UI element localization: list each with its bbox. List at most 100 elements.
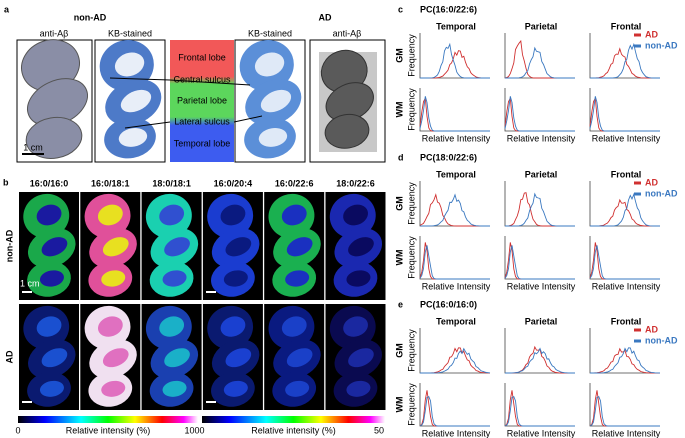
brain-image — [23, 193, 76, 297]
white-matter — [286, 237, 313, 257]
white-matter — [223, 270, 248, 287]
brain-image — [239, 39, 302, 159]
row-label: WM — [394, 102, 404, 118]
white-matter — [220, 204, 246, 226]
ad-curve — [419, 193, 490, 227]
column-label: 16:0/22:6 — [275, 178, 314, 188]
non-ad-curve — [504, 245, 575, 280]
brain-image — [145, 193, 199, 297]
ad-curve — [589, 242, 660, 280]
white-matter — [286, 348, 313, 368]
column-label: 16:0/16:0 — [30, 178, 69, 188]
white-matter — [225, 348, 252, 368]
group-title: AD — [319, 12, 332, 22]
panel-label: d — [398, 152, 404, 162]
brain-slab — [324, 113, 370, 149]
column-label: 16:0/18:1 — [91, 178, 130, 188]
white-matter — [102, 348, 129, 368]
region-label: Frontal — [611, 21, 642, 31]
white-matter — [260, 89, 292, 113]
white-matter — [97, 204, 123, 226]
brain-image — [268, 305, 321, 407]
lobe-label: Parietal lobe — [177, 95, 227, 105]
row-label: non-AD — [4, 229, 14, 262]
colorbar — [18, 416, 198, 423]
region-label: Parietal — [525, 316, 558, 326]
ad-curve — [504, 242, 575, 280]
brain-slab — [25, 116, 83, 159]
row-label: WM — [394, 397, 404, 413]
group-title: non-AD — [74, 12, 107, 22]
axis-label: Relative Intensity — [592, 133, 661, 143]
pointer-arrow — [169, 79, 251, 86]
white-matter — [162, 270, 187, 287]
axis-label: Relative Intensity — [592, 428, 661, 438]
lobe-label: Central sulcus — [173, 74, 231, 84]
non-ad-curve — [419, 245, 490, 280]
white-matter — [223, 380, 248, 397]
non-ad-curve — [589, 245, 660, 280]
colorbar-min: 0 — [15, 425, 20, 435]
row-label: AD — [4, 350, 14, 363]
panel-label: b — [3, 177, 9, 187]
white-matter — [348, 348, 374, 368]
region-label: Temporal — [436, 21, 476, 31]
white-matter — [39, 270, 64, 287]
colorbar-min: 0 — [199, 425, 204, 435]
region-label: Temporal — [436, 316, 476, 326]
panel-label: a — [4, 4, 10, 14]
axis-label: Frequency — [406, 182, 416, 225]
legend-label: AD — [645, 324, 658, 334]
legend-label: non-AD — [645, 188, 678, 198]
colorbar-label: Relative intensity (%) — [66, 425, 151, 435]
image-label: KB-stained — [108, 28, 152, 38]
colorbar-max: 100 — [184, 425, 199, 435]
axis-label: Frequency — [406, 329, 416, 372]
lobe-label: Temporal lobe — [174, 138, 231, 148]
white-matter — [162, 380, 187, 397]
white-matter — [258, 128, 288, 147]
axis-label: Frequency — [406, 34, 416, 77]
row-label: GM — [394, 196, 404, 211]
region-label: Temporal — [436, 169, 476, 179]
white-matter — [97, 316, 123, 337]
ad-curve — [505, 192, 575, 227]
region-label: Frontal — [611, 316, 642, 326]
ad-curve — [419, 242, 490, 280]
non-ad-curve — [590, 42, 660, 79]
axis-label: Relative Intensity — [422, 428, 491, 438]
legend-label: AD — [645, 29, 658, 39]
axis-label: Relative Intensity — [507, 428, 576, 438]
brain-image — [84, 193, 137, 297]
panel-title: PC(16:0/22:6) — [420, 4, 477, 14]
lobe-label: Frontal lobe — [178, 52, 226, 62]
region-label: Parietal — [525, 21, 558, 31]
white-matter — [101, 270, 126, 287]
scale-label: 1 cm — [23, 142, 43, 152]
plot-frame — [504, 236, 575, 280]
axis-label: Frequency — [406, 383, 416, 426]
white-matter — [39, 380, 64, 397]
white-matter — [164, 237, 190, 257]
non-ad-curve — [420, 347, 491, 374]
non-ad-curve — [590, 193, 660, 227]
panel-label: e — [398, 299, 403, 309]
white-matter — [343, 316, 368, 337]
white-matter — [346, 380, 371, 397]
brain-image — [84, 305, 137, 407]
white-matter — [114, 52, 145, 77]
non-ad-curve — [590, 347, 661, 374]
axis-label: Relative Intensity — [507, 133, 576, 143]
non-ad-curve — [420, 193, 490, 227]
legend-label: non-AD — [645, 40, 678, 50]
ad-curve — [505, 345, 575, 374]
white-matter — [254, 52, 285, 77]
colorbar-label: Relative intensity (%) — [251, 425, 336, 435]
panel-title: PC(18:0/22:6) — [420, 152, 477, 162]
white-matter — [164, 348, 190, 368]
non-ad-curve — [505, 192, 575, 227]
white-matter — [36, 316, 62, 337]
axis-label: Frequency — [406, 88, 416, 131]
white-matter — [159, 316, 185, 337]
pointer-arrow — [233, 115, 263, 123]
